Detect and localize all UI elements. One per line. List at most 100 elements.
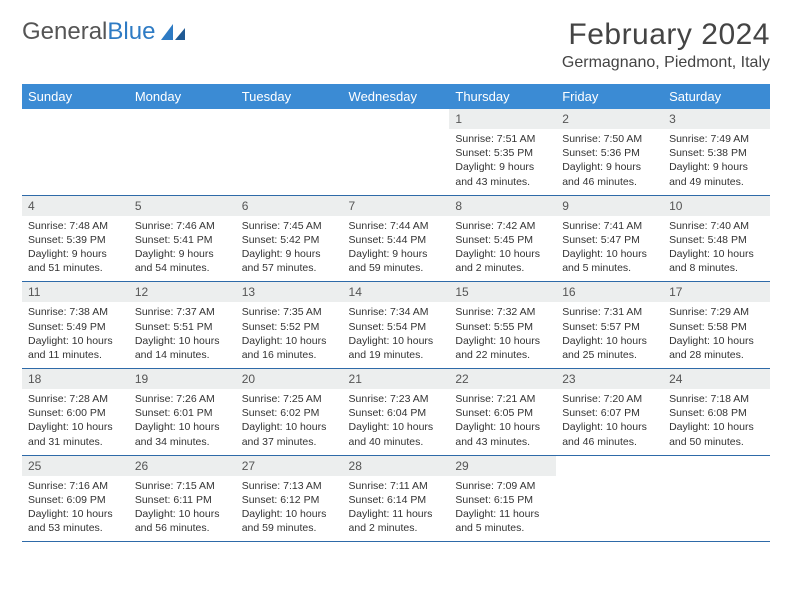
sunrise-text: Sunrise: 7:09 AM <box>455 479 550 493</box>
daylight-text: Daylight: 9 hours and 43 minutes. <box>455 160 550 188</box>
dow-friday: Friday <box>556 84 663 109</box>
sunrise-text: Sunrise: 7:41 AM <box>562 219 657 233</box>
day-data: Sunrise: 7:25 AMSunset: 6:02 PMDaylight:… <box>236 389 343 455</box>
day-data: Sunrise: 7:20 AMSunset: 6:07 PMDaylight:… <box>556 389 663 455</box>
daylight-text: Daylight: 10 hours and 5 minutes. <box>562 247 657 275</box>
sunrise-text: Sunrise: 7:28 AM <box>28 392 123 406</box>
day-cell: 19Sunrise: 7:26 AMSunset: 6:01 PMDayligh… <box>129 369 236 456</box>
daylight-text: Daylight: 10 hours and 34 minutes. <box>135 420 230 448</box>
day-data: Sunrise: 7:34 AMSunset: 5:54 PMDaylight:… <box>343 302 450 368</box>
daylight-text: Daylight: 10 hours and 40 minutes. <box>349 420 444 448</box>
sunrise-text: Sunrise: 7:42 AM <box>455 219 550 233</box>
sunset-text: Sunset: 5:45 PM <box>455 233 550 247</box>
daylight-text: Daylight: 9 hours and 51 minutes. <box>28 247 123 275</box>
sunset-text: Sunset: 5:42 PM <box>242 233 337 247</box>
day-data: Sunrise: 7:48 AMSunset: 5:39 PMDaylight:… <box>22 216 129 282</box>
day-number: 4 <box>22 196 129 216</box>
dow-sunday: Sunday <box>22 84 129 109</box>
daylight-text: Daylight: 10 hours and 14 minutes. <box>135 334 230 362</box>
day-number <box>22 109 129 129</box>
daylight-text: Daylight: 10 hours and 8 minutes. <box>669 247 764 275</box>
day-data: Sunrise: 7:16 AMSunset: 6:09 PMDaylight:… <box>22 476 129 542</box>
day-number: 9 <box>556 196 663 216</box>
day-cell <box>556 455 663 542</box>
daylight-text: Daylight: 10 hours and 46 minutes. <box>562 420 657 448</box>
day-data: Sunrise: 7:15 AMSunset: 6:11 PMDaylight:… <box>129 476 236 542</box>
sunset-text: Sunset: 5:52 PM <box>242 320 337 334</box>
sunset-text: Sunset: 6:07 PM <box>562 406 657 420</box>
day-number: 24 <box>663 369 770 389</box>
day-data: Sunrise: 7:41 AMSunset: 5:47 PMDaylight:… <box>556 216 663 282</box>
day-cell: 29Sunrise: 7:09 AMSunset: 6:15 PMDayligh… <box>449 455 556 542</box>
daylight-text: Daylight: 10 hours and 53 minutes. <box>28 507 123 535</box>
day-number <box>343 109 450 129</box>
day-cell: 9Sunrise: 7:41 AMSunset: 5:47 PMDaylight… <box>556 195 663 282</box>
day-data: Sunrise: 7:21 AMSunset: 6:05 PMDaylight:… <box>449 389 556 455</box>
daylight-text: Daylight: 10 hours and 19 minutes. <box>349 334 444 362</box>
logo-sail-icon <box>159 22 187 42</box>
day-data <box>343 129 450 183</box>
title-block: February 2024 Germagnano, Piedmont, Ital… <box>562 18 770 72</box>
sunrise-text: Sunrise: 7:46 AM <box>135 219 230 233</box>
day-cell: 10Sunrise: 7:40 AMSunset: 5:48 PMDayligh… <box>663 195 770 282</box>
sunset-text: Sunset: 5:41 PM <box>135 233 230 247</box>
week-row: 11Sunrise: 7:38 AMSunset: 5:49 PMDayligh… <box>22 282 770 369</box>
day-cell: 15Sunrise: 7:32 AMSunset: 5:55 PMDayligh… <box>449 282 556 369</box>
day-number <box>556 456 663 476</box>
day-number: 6 <box>236 196 343 216</box>
day-number: 21 <box>343 369 450 389</box>
day-cell: 11Sunrise: 7:38 AMSunset: 5:49 PMDayligh… <box>22 282 129 369</box>
day-data: Sunrise: 7:09 AMSunset: 6:15 PMDaylight:… <box>449 476 556 542</box>
day-number: 15 <box>449 282 556 302</box>
day-number: 18 <box>22 369 129 389</box>
day-cell <box>236 109 343 195</box>
day-data: Sunrise: 7:51 AMSunset: 5:35 PMDaylight:… <box>449 129 556 195</box>
day-data: Sunrise: 7:26 AMSunset: 6:01 PMDaylight:… <box>129 389 236 455</box>
day-number: 5 <box>129 196 236 216</box>
sunset-text: Sunset: 5:54 PM <box>349 320 444 334</box>
day-number: 19 <box>129 369 236 389</box>
sunrise-text: Sunrise: 7:37 AM <box>135 305 230 319</box>
daylight-text: Daylight: 10 hours and 28 minutes. <box>669 334 764 362</box>
sunset-text: Sunset: 6:12 PM <box>242 493 337 507</box>
daylight-text: Daylight: 10 hours and 2 minutes. <box>455 247 550 275</box>
sunset-text: Sunset: 5:36 PM <box>562 146 657 160</box>
day-data: Sunrise: 7:45 AMSunset: 5:42 PMDaylight:… <box>236 216 343 282</box>
logo: GeneralBlue <box>22 18 187 46</box>
sunset-text: Sunset: 6:01 PM <box>135 406 230 420</box>
day-cell: 8Sunrise: 7:42 AMSunset: 5:45 PMDaylight… <box>449 195 556 282</box>
sunrise-text: Sunrise: 7:29 AM <box>669 305 764 319</box>
dow-saturday: Saturday <box>663 84 770 109</box>
day-cell: 23Sunrise: 7:20 AMSunset: 6:07 PMDayligh… <box>556 369 663 456</box>
sunrise-text: Sunrise: 7:51 AM <box>455 132 550 146</box>
day-cell: 25Sunrise: 7:16 AMSunset: 6:09 PMDayligh… <box>22 455 129 542</box>
sunset-text: Sunset: 6:05 PM <box>455 406 550 420</box>
day-number: 3 <box>663 109 770 129</box>
day-number <box>236 109 343 129</box>
day-number: 1 <box>449 109 556 129</box>
day-number: 29 <box>449 456 556 476</box>
day-cell <box>663 455 770 542</box>
day-cell: 14Sunrise: 7:34 AMSunset: 5:54 PMDayligh… <box>343 282 450 369</box>
sunset-text: Sunset: 6:15 PM <box>455 493 550 507</box>
day-cell: 6Sunrise: 7:45 AMSunset: 5:42 PMDaylight… <box>236 195 343 282</box>
month-title: February 2024 <box>562 18 770 52</box>
sunrise-text: Sunrise: 7:48 AM <box>28 219 123 233</box>
sunset-text: Sunset: 5:55 PM <box>455 320 550 334</box>
day-cell: 4Sunrise: 7:48 AMSunset: 5:39 PMDaylight… <box>22 195 129 282</box>
day-data: Sunrise: 7:13 AMSunset: 6:12 PMDaylight:… <box>236 476 343 542</box>
day-data: Sunrise: 7:37 AMSunset: 5:51 PMDaylight:… <box>129 302 236 368</box>
day-cell: 21Sunrise: 7:23 AMSunset: 6:04 PMDayligh… <box>343 369 450 456</box>
sunrise-text: Sunrise: 7:16 AM <box>28 479 123 493</box>
sunrise-text: Sunrise: 7:34 AM <box>349 305 444 319</box>
day-number: 7 <box>343 196 450 216</box>
daylight-text: Daylight: 10 hours and 50 minutes. <box>669 420 764 448</box>
logo-text-gray: General <box>22 18 107 46</box>
day-data: Sunrise: 7:46 AMSunset: 5:41 PMDaylight:… <box>129 216 236 282</box>
sunrise-text: Sunrise: 7:21 AM <box>455 392 550 406</box>
day-data: Sunrise: 7:38 AMSunset: 5:49 PMDaylight:… <box>22 302 129 368</box>
day-data: Sunrise: 7:31 AMSunset: 5:57 PMDaylight:… <box>556 302 663 368</box>
day-cell: 16Sunrise: 7:31 AMSunset: 5:57 PMDayligh… <box>556 282 663 369</box>
day-number: 12 <box>129 282 236 302</box>
day-data: Sunrise: 7:42 AMSunset: 5:45 PMDaylight:… <box>449 216 556 282</box>
